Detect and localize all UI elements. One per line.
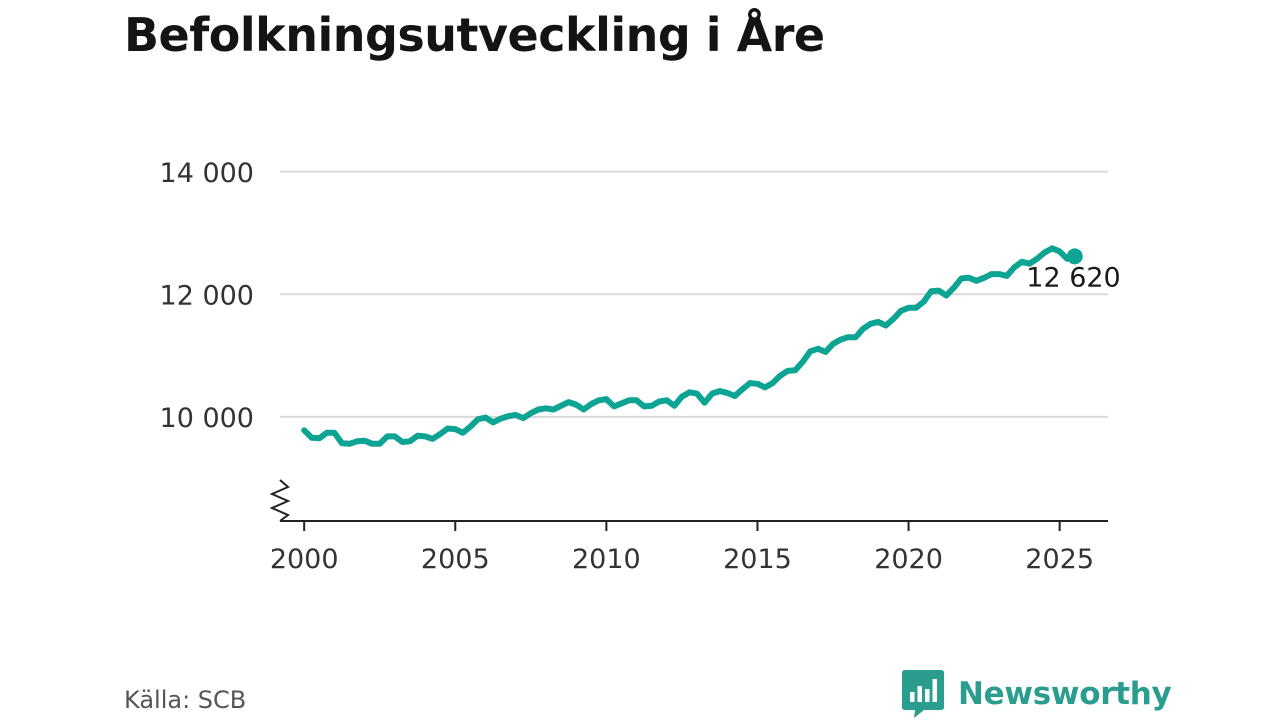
brand-name: Newsworthy bbox=[958, 676, 1172, 712]
brand-logo: Newsworthy bbox=[902, 670, 1172, 718]
end-marker-group: 12 620 bbox=[1026, 248, 1121, 293]
y-tick-label: 10 000 bbox=[160, 403, 254, 434]
end-value-label: 12 620 bbox=[1026, 262, 1120, 293]
chart-title: Befolkningsutveckling i Åre bbox=[124, 8, 825, 62]
x-tick-label: 2025 bbox=[1025, 544, 1094, 575]
x-axis bbox=[269, 479, 1108, 522]
source-note: Källa: SCB bbox=[124, 686, 247, 714]
y-axis-tick-labels: 10 000 12 000 14 000 bbox=[160, 158, 254, 434]
grid-lines bbox=[280, 170, 1108, 418]
x-tick-label: 2010 bbox=[572, 544, 641, 575]
bar-chart-speech-bubble-icon bbox=[902, 670, 944, 718]
end-point-marker bbox=[1066, 248, 1083, 265]
x-tick-label: 2015 bbox=[723, 544, 792, 575]
y-axis-break bbox=[269, 479, 291, 522]
x-tick-label: 2005 bbox=[421, 544, 490, 575]
x-tick-label: 2000 bbox=[270, 544, 339, 575]
y-tick-label: 14 000 bbox=[160, 158, 254, 189]
series-group bbox=[301, 245, 1078, 447]
x-axis-tick-labels: 2000 2005 2010 2015 2020 2025 bbox=[270, 521, 1094, 575]
series-line bbox=[301, 245, 1078, 447]
x-tick-label: 2020 bbox=[874, 544, 943, 575]
y-tick-label: 12 000 bbox=[160, 280, 254, 311]
